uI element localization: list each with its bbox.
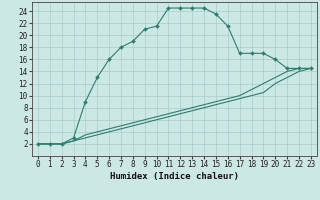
X-axis label: Humidex (Indice chaleur): Humidex (Indice chaleur) xyxy=(110,172,239,181)
